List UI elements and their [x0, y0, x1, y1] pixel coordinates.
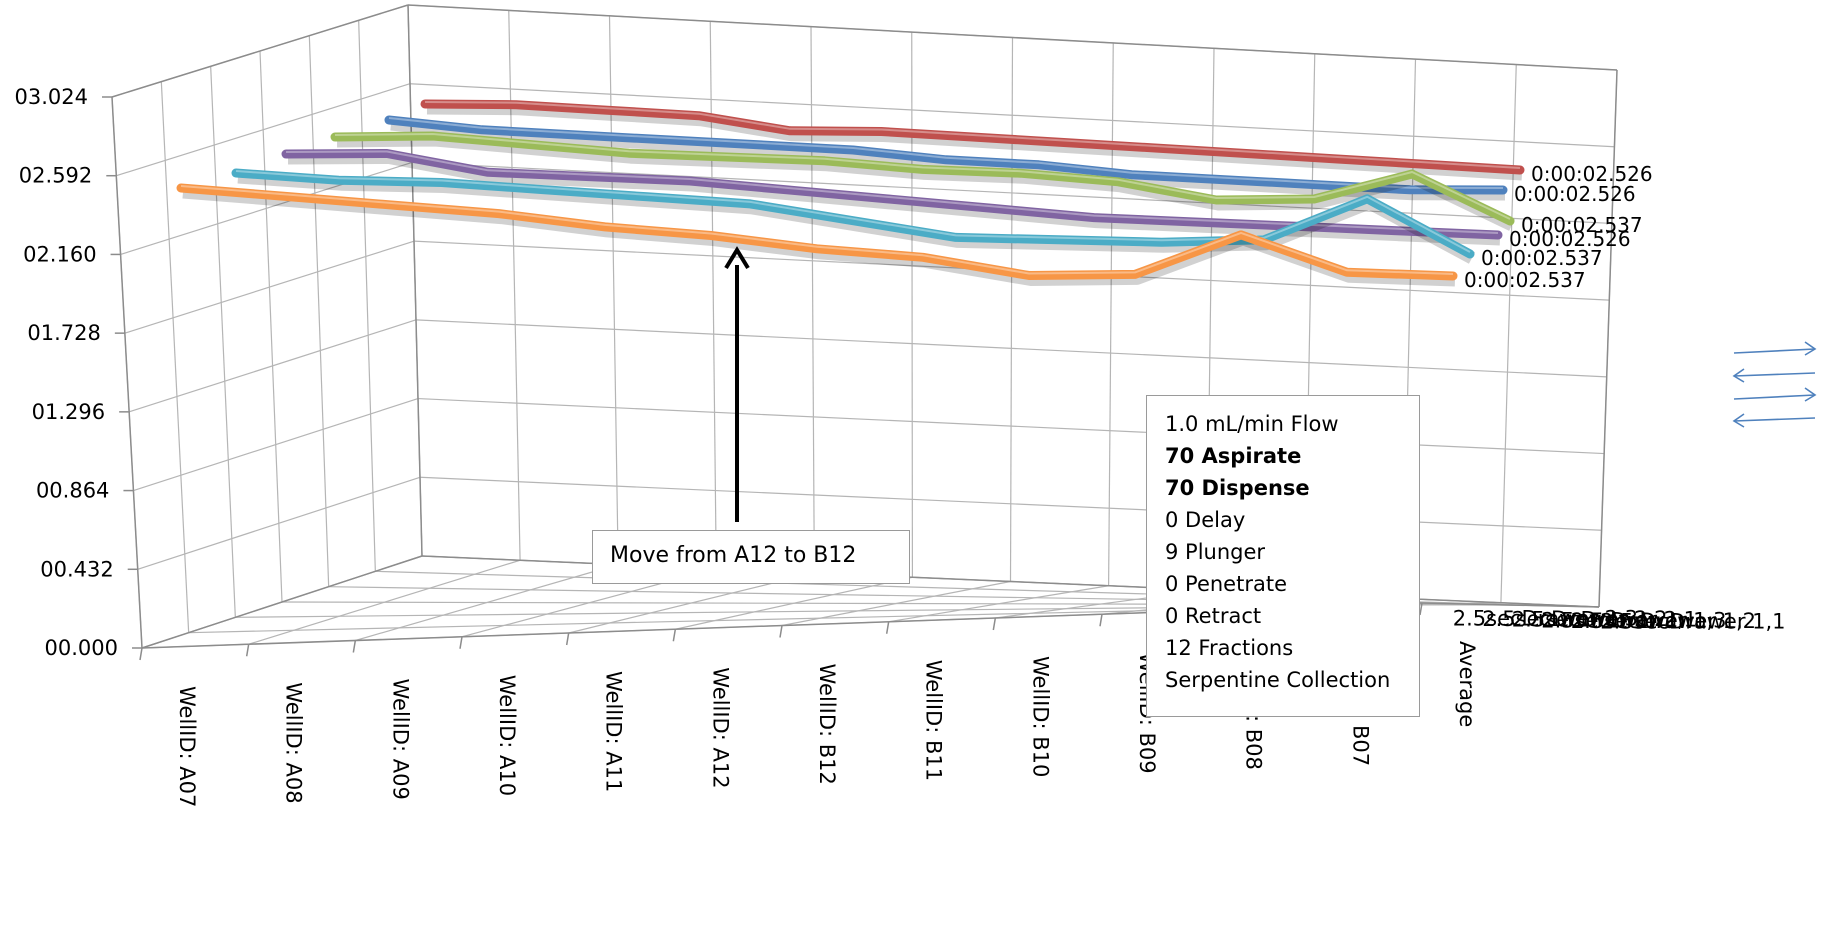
- swap-arrow-head: [1804, 341, 1817, 356]
- y-tick-label: 02.592: [19, 164, 92, 188]
- settings-line: Serpentine Collection: [1165, 668, 1391, 692]
- x-tick-label: WellID: A07: [175, 686, 199, 807]
- series-lines: [176, 99, 1525, 287]
- x-tick-label: WellID: B10: [1028, 656, 1052, 777]
- x-tick-mark: [245, 644, 250, 657]
- gridline: [210, 66, 236, 618]
- series-highlight: [180, 185, 1454, 275]
- gridline: [810, 26, 815, 574]
- series-end-label: 0:00:02.537: [1481, 246, 1603, 270]
- x-tick-mark: [139, 647, 143, 661]
- series-highlight: [334, 133, 1511, 220]
- settings-line: 0 Penetrate: [1165, 572, 1287, 596]
- move-annotation-text: Move from A12 to B12: [610, 543, 857, 568]
- y-tick-label: 03.024: [15, 85, 88, 109]
- x-tick-mark: [885, 621, 890, 634]
- gridline: [508, 10, 521, 561]
- axis-edge: [1598, 69, 1618, 608]
- series-end-label: 0:00:02.526: [1531, 162, 1653, 186]
- series-end-label: 0:00:02.526: [1514, 182, 1636, 206]
- settings-line: 0 Retract: [1165, 604, 1262, 628]
- series-highlight: [424, 101, 1521, 169]
- swap-arrow-head: [1804, 387, 1817, 402]
- series-end-labels: 0:00:02.5260:00:02.5260:00:02.5370:00:02…: [1464, 162, 1653, 292]
- x-tick-mark: [1099, 614, 1103, 627]
- y-tick-label: 01.728: [27, 321, 100, 345]
- depth-tick-label: 2.5secDrawer 2,2: [1482, 607, 1667, 631]
- gridline: [160, 81, 190, 633]
- gridline: [911, 32, 914, 578]
- x-tick-mark: [992, 617, 997, 631]
- depth-tick-labels: 2.5secDrawer 1,12.5secDrawer 1,22.5secDr…: [1453, 606, 1786, 633]
- x-tick-label: WellID: A11: [602, 671, 626, 792]
- axis-edge: [111, 96, 143, 649]
- axis-edge: [141, 555, 423, 649]
- series-end-label: 0:00:02.526: [1509, 227, 1631, 251]
- depth-tick-label: 2.5secDrawer 2,1: [1512, 608, 1697, 632]
- x-tick-label: WellID: B12: [815, 664, 839, 785]
- gridline: [1500, 64, 1517, 603]
- series-end-label: 0:00:02.537: [1521, 213, 1643, 237]
- move-annotation: Move from A12 to B12: [592, 530, 910, 584]
- gridline: [709, 21, 717, 569]
- series-line: [384, 115, 1508, 195]
- settings-line: 1.0 mL/min Flow: [1165, 412, 1339, 436]
- settings-line: 12 Fractions: [1165, 636, 1294, 660]
- x-tick-mark: [1419, 602, 1423, 616]
- settings-line: 70 Dispense: [1165, 476, 1310, 500]
- x-tick-mark: [565, 632, 570, 646]
- y-tick-label: 00.864: [36, 479, 109, 503]
- x-tick-mark: [459, 636, 463, 649]
- settings-line: 0 Delay: [1165, 508, 1246, 532]
- gridline: [259, 50, 283, 603]
- depth-tick-label: 2.5secDrawer 1,1: [1600, 610, 1785, 634]
- settings-line: 9 Plunger: [1165, 540, 1266, 564]
- swap-arrow-line: [1733, 417, 1816, 422]
- swap-arrow-head: [1732, 368, 1745, 383]
- y-tick-label: 00.000: [45, 636, 118, 660]
- x-tick-label: WellID: B11: [922, 660, 946, 781]
- x-tick-label: WellID: A08: [282, 682, 306, 803]
- series-line: [330, 131, 1515, 226]
- settings-annotation: 1.0 mL/min Flow 70 Aspirate 70 Dispense 0 D…: [1146, 395, 1420, 717]
- swap-arrow-line: [1733, 348, 1816, 354]
- y-tick-label: 00.432: [40, 557, 113, 581]
- x-tick-mark: [672, 629, 677, 642]
- gridline: [358, 20, 376, 572]
- swap-arrows-icon: [1732, 341, 1817, 428]
- annotation-arrow: [724, 246, 750, 522]
- gridline: [1107, 42, 1114, 586]
- y-tick-labels: 00.000 00.432 00.864 01.296 01.728 02.160 02.5…: [15, 85, 118, 660]
- series-highlight: [388, 117, 1504, 189]
- gridline: [608, 15, 619, 565]
- x-tick-label: Average: [1455, 641, 1479, 727]
- y-tick-label: 01.296: [32, 400, 105, 424]
- axis-edge: [111, 4, 409, 98]
- series-line: [420, 99, 1525, 175]
- settings-line: 70 Aspirate: [1165, 444, 1302, 468]
- series-line: [176, 183, 1458, 281]
- axis-edge: [1421, 602, 1600, 608]
- axis-edge: [407, 4, 1618, 71]
- swap-arrow-head: [1732, 413, 1745, 428]
- depth-tick-label: 2.5secDrawer 1,3: [1541, 608, 1726, 632]
- swap-arrow-line: [1733, 394, 1816, 400]
- x-tick-label: WellID: A12: [708, 667, 732, 788]
- depth-tick-label: 2.5secDrawer 1,2: [1571, 609, 1756, 633]
- x-tick-mark: [779, 625, 783, 638]
- gridline: [308, 35, 330, 587]
- depth-tick-label: 2.5secDrawer 2,3: [1453, 606, 1638, 630]
- swap-arrow-line: [1733, 372, 1816, 377]
- axis-edge: [407, 4, 423, 557]
- x-tick-mark: [352, 640, 357, 653]
- x-tick-label: WellID: A10: [495, 675, 519, 796]
- series-end-label: 0:00:02.537: [1464, 268, 1586, 292]
- series-highlight: [235, 170, 1471, 253]
- y-tick-label: 02.160: [23, 242, 96, 266]
- x-tick-label: WellID: A09: [388, 679, 412, 800]
- gridline: [1009, 37, 1014, 582]
